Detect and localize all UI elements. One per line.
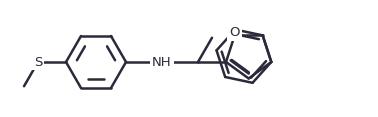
Text: S: S (34, 55, 42, 68)
Text: NH: NH (152, 55, 172, 68)
Text: O: O (229, 26, 240, 39)
